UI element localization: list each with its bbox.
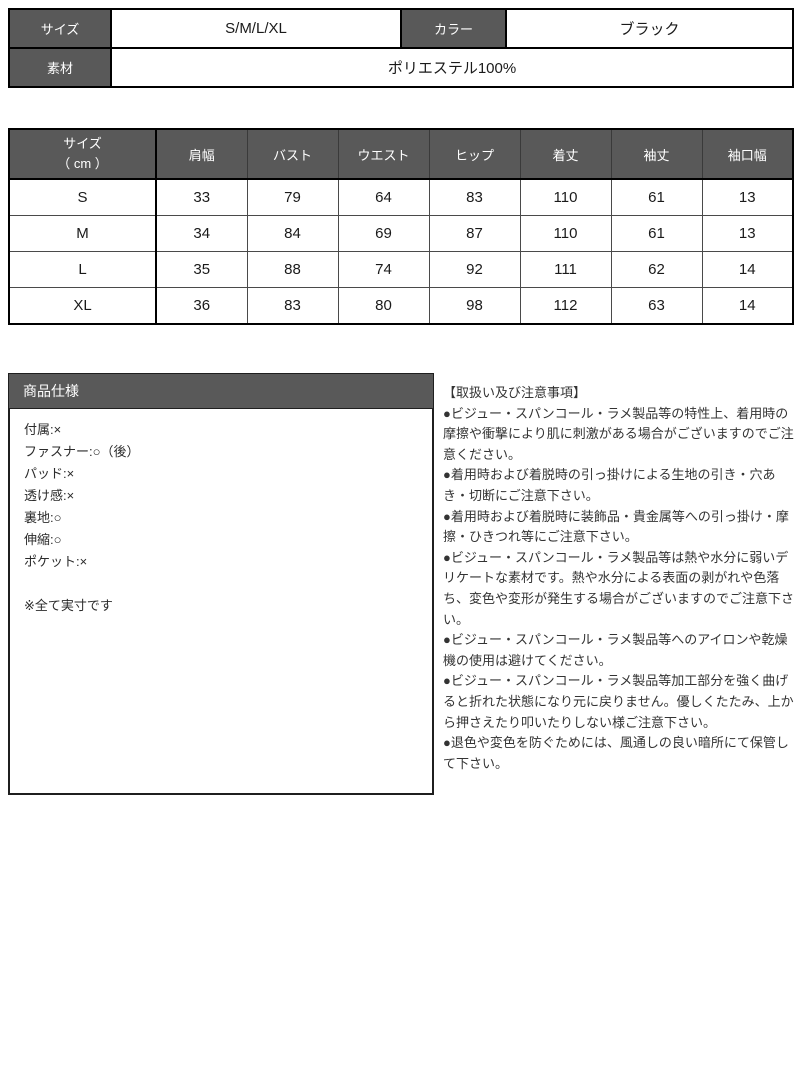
size-cell: 69 [337,215,430,252]
size-cell: 79 [246,178,339,216]
product-spec-title: 商品仕様 [8,373,434,408]
size-cell: 84 [246,215,339,252]
spec-line-stretch: 伸縮:○ [24,532,62,547]
table-row: 素材 ポリエステル100% [8,47,794,88]
size-cell: 83 [246,287,339,325]
size-cell: 35 [155,251,248,288]
size-cell: 34 [155,215,248,252]
col-header-shoulder: 肩幅 [155,128,248,180]
size-cell: 92 [428,251,521,288]
col-header-bust: バスト [246,128,339,180]
size-cell: 74 [337,251,430,288]
product-spec-box: 商品仕様 付属:× ファスナー:○（後） パッド:× 透け感:× 裏地:○ 伸縮… [8,373,434,795]
size-cell: 87 [428,215,521,252]
size-cell: 33 [155,178,248,216]
size-cell: 61 [610,215,703,252]
size-row-label: L [8,251,157,288]
summary-table: サイズ S/M/L/XL カラー ブラック 素材 ポリエステル100% [8,8,794,88]
size-cell: 63 [610,287,703,325]
size-chart-corner-cell: サイズ （ cm ） [8,128,157,180]
col-header-length: 着丈 [519,128,612,180]
size-cell: 88 [246,251,339,288]
table-row: XL 36 83 80 98 112 63 14 [8,287,794,325]
size-cell: 110 [519,178,612,216]
col-header-sleeve: 袖丈 [610,128,703,180]
size-cell: 61 [610,178,703,216]
care-notice-item: ●退色や変色を防ぐためには、風通しの良い暗所にて保管して下さい。 [443,735,789,771]
care-notice-section: 【取扱い及び注意事項】 ●ビジュー・スパンコール・ラメ製品等の特性上、着用時の摩… [443,383,794,774]
size-cell: 13 [701,215,794,252]
size-cell: 62 [610,251,703,288]
spec-line-sheerness: 透け感:× [24,488,75,503]
size-cell: 14 [701,251,794,288]
size-row-label: XL [8,287,157,325]
size-cell: 64 [337,178,430,216]
color-label-cell: カラー [400,8,507,49]
corner-line-1: サイズ [63,136,102,151]
size-cell: 36 [155,287,248,325]
care-notice-item: ●ビジュー・スパンコール・ラメ製品等へのアイロンや乾燥機の使用は避けてください。 [443,632,788,668]
size-cell: 110 [519,215,612,252]
col-header-hip: ヒップ [428,128,521,180]
care-notice-title: 【取扱い及び注意事項】 [443,385,587,400]
care-notice-item: ●ビジュー・スパンコール・ラメ製品等加工部分を強く曲げると折れた状態になり元に戻… [443,673,794,730]
size-row-label: S [8,178,157,216]
col-header-waist: ウエスト [337,128,430,180]
care-notice-item: ●ビジュー・スパンコール・ラメ製品等の特性上、着用時の摩擦や衝撃により肌に刺激が… [443,405,794,462]
care-notice-item: ●ビジュー・スパンコール・ラメ製品等は熱や水分に弱いデリケートな素材です。熱や水… [443,549,795,627]
spec-line-fastener: ファスナー:○（後） [24,444,140,459]
spec-line-accessory: 付属:× [24,422,62,437]
material-value-cell: ポリエステル100% [110,47,794,88]
size-chart-table: サイズ （ cm ） 肩幅 バスト ウエスト ヒップ 着丈 袖丈 袖口幅 S 3… [8,128,794,325]
table-row: S 33 79 64 83 110 61 13 [8,178,794,216]
spec-line-pocket: ポケット:× [24,554,88,569]
size-cell: 13 [701,178,794,216]
table-row: サイズ S/M/L/XL カラー ブラック [8,8,794,49]
size-cell: 112 [519,287,612,325]
size-cell: 83 [428,178,521,216]
size-row-label: M [8,215,157,252]
color-value-cell: ブラック [505,8,794,49]
size-value-cell: S/M/L/XL [110,8,402,49]
care-notice-item: ●着用時および着脱時の引っ掛けによる生地の引き・穴あき・切断にご注意下さい。 [443,467,776,503]
product-spec-body: 付属:× ファスナー:○（後） パッド:× 透け感:× 裏地:○ 伸縮:○ ポケ… [8,408,434,795]
material-label-cell: 素材 [8,47,112,88]
size-cell: 111 [519,251,612,288]
size-cell: 98 [428,287,521,325]
size-cell: 80 [337,287,430,325]
spec-line-lining: 裏地:○ [24,510,62,525]
spec-line-pad: パッド:× [24,466,75,481]
size-label-cell: サイズ [8,8,112,49]
table-row: L 35 88 74 92 111 62 14 [8,251,794,288]
size-chart-header-row: サイズ （ cm ） 肩幅 バスト ウエスト ヒップ 着丈 袖丈 袖口幅 [8,128,794,180]
care-notice-item: ●着用時および着脱時に装飾品・貴金属等への引っ掛け・摩擦・ひきつれ等にご注意下さ… [443,508,789,545]
corner-line-2: （ cm ） [57,156,108,171]
size-cell: 14 [701,287,794,325]
col-header-cuff: 袖口幅 [701,128,794,180]
spec-measurement-note: ※全て実寸です [24,598,113,613]
table-row: M 34 84 69 87 110 61 13 [8,215,794,252]
